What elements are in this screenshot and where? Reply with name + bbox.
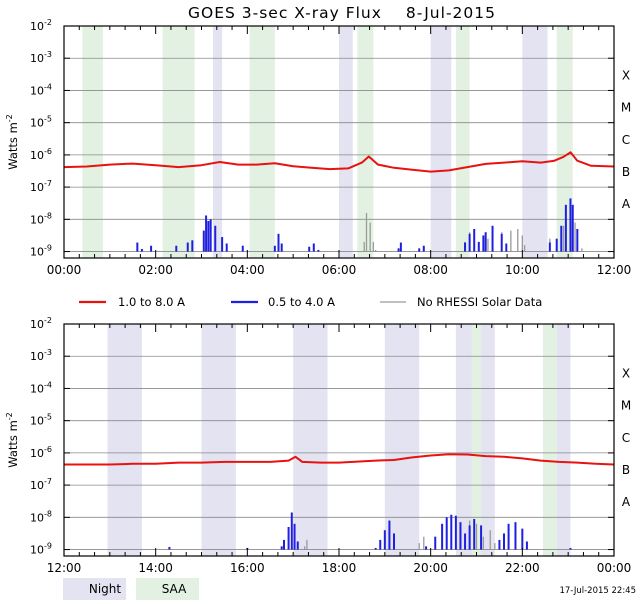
shading-key: Night SAA — [63, 578, 199, 600]
bottom-xtick-label-5: 22:00 — [505, 561, 540, 575]
top-saa-band-3 — [357, 26, 374, 258]
top-saa-band-5 — [556, 26, 573, 258]
bottom-long-series — [64, 453, 615, 466]
bottom-short-series — [168, 512, 572, 550]
bottom-night-band-2 — [293, 324, 328, 556]
bottom-xtick-label-1: 14:00 — [138, 561, 173, 575]
top-flare-class-M: M — [621, 101, 631, 115]
legend: 1.0 to 8.0 A 0.5 to 4.0 A No RHESSI Sola… — [79, 295, 542, 309]
top-xtick-label-2: 04:00 — [230, 263, 265, 277]
bottom-night-band-6 — [556, 324, 571, 556]
bottom-night-band-4 — [455, 324, 472, 556]
legend-long-label: 1.0 to 8.0 A — [118, 295, 185, 309]
bottom-ytick-label-2: 10-4 — [30, 380, 52, 395]
top-night-band-0 — [212, 26, 223, 258]
bottom-night-band-5 — [481, 324, 495, 556]
generated-timestamp: 17-Jul-2015 22:45 — [559, 586, 636, 596]
top-short-series — [136, 198, 579, 252]
top-ytick-label-3: 10-5 — [30, 115, 52, 130]
bottom-xtick-label-6: 00:00 — [597, 561, 632, 575]
top-flare-class-C: C — [622, 133, 630, 147]
bottom-flare-class-X: X — [622, 366, 630, 380]
top-xtick-label-6: 12:00 — [597, 263, 632, 277]
bottom-y-axis-title: Watts m-2 — [5, 412, 20, 468]
top-ytick-label-6: 10-8 — [30, 211, 52, 226]
top-ytick-label-7: 10-9 — [30, 244, 52, 259]
bottom-flare-class-A: A — [622, 495, 631, 509]
bottom-night-band-0 — [107, 324, 142, 556]
top-xtick-label-4: 08:00 — [413, 263, 448, 277]
bottom-ytick-label-6: 10-8 — [30, 509, 52, 524]
top-flare-class-B: B — [622, 165, 630, 179]
top-ytick-label-1: 10-3 — [30, 50, 52, 65]
bottom-xtick-label-2: 16:00 — [230, 561, 265, 575]
top-xtick-label-1: 02:00 — [138, 263, 173, 277]
top-ytick-label-0: 10-2 — [30, 18, 52, 33]
bottom-plot-frame — [63, 323, 615, 557]
top-night-band-2 — [430, 26, 452, 258]
top-ytick-label-4: 10-6 — [30, 147, 52, 162]
legend-norhessi-label: No RHESSI Solar Data — [417, 295, 542, 309]
bottom-flare-class-B: B — [622, 463, 630, 477]
bottom-saa-band-0 — [471, 324, 482, 556]
bottom-ytick-label-7: 10-9 — [30, 542, 52, 557]
top-flare-class-X: X — [622, 68, 630, 82]
bottom-ytick-label-3: 10-5 — [30, 413, 52, 428]
top-y-axis-title: Watts m-2 — [5, 114, 20, 170]
top-xtick-label-3: 06:00 — [322, 263, 357, 277]
bottom-ytick-label-5: 10-7 — [30, 477, 52, 492]
night-key-label: Night — [89, 582, 122, 596]
top-night-band-3 — [522, 26, 548, 258]
bottom-flare-class-M: M — [621, 399, 631, 413]
top-saa-band-2 — [249, 26, 275, 258]
bottom-saa-band-1 — [542, 324, 557, 556]
bottom-ytick-label-4: 10-6 — [30, 445, 52, 460]
top-xtick-label-0: 00:00 — [47, 263, 82, 277]
top-flare-class-A: A — [622, 197, 631, 211]
bottom-flare-class-C: C — [622, 431, 630, 445]
saa-key-label: SAA — [162, 582, 187, 596]
bottom-night-band-1 — [201, 324, 236, 556]
top-saa-band-4 — [455, 26, 470, 258]
top-saa-band-1 — [162, 26, 195, 258]
top-long-series — [63, 151, 615, 173]
bottom-ytick-label-1: 10-3 — [30, 348, 52, 363]
bottom-xtick-label-4: 20:00 — [413, 561, 448, 575]
top-ytick-label-2: 10-4 — [30, 82, 52, 97]
bottom-xtick-label-0: 12:00 — [47, 561, 82, 575]
legend-short-label: 0.5 to 4.0 A — [268, 295, 335, 309]
top-plot-frame — [63, 25, 615, 259]
chart-title: GOES 3-sec X-ray Flux 8-Jul-2015 — [188, 4, 496, 22]
top-ytick-label-5: 10-7 — [30, 179, 52, 194]
night-key-swatch — [63, 578, 126, 600]
top-night-band-1 — [339, 26, 353, 258]
top-saa-band-0 — [82, 26, 103, 258]
saa-key-swatch — [136, 578, 199, 600]
top-xtick-label-5: 10:00 — [505, 263, 540, 277]
bottom-xtick-label-3: 18:00 — [322, 561, 357, 575]
bottom-ytick-label-0: 10-2 — [30, 316, 52, 331]
